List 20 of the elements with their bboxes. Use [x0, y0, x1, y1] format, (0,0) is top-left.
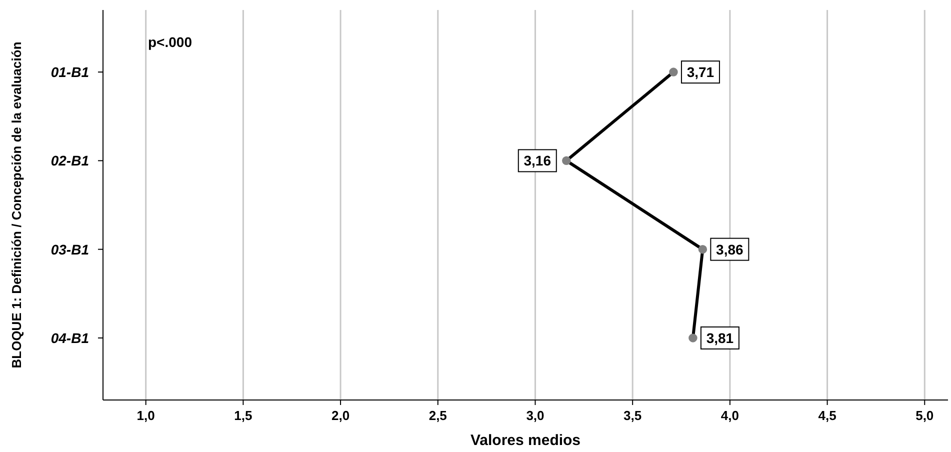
x-tick-label: 5,0	[916, 408, 934, 423]
y-tick-label: 01-B1	[50, 64, 90, 80]
x-tick-label: 3,0	[526, 408, 544, 423]
y-axis-title: BLOQUE 1: Definición / Concepción de la evaluación	[9, 42, 24, 368]
x-tick-label: 2,0	[331, 408, 350, 423]
data-label: 3,81	[706, 330, 734, 346]
x-tick-label: 1,0	[136, 408, 155, 423]
data-label: 3,16	[524, 152, 552, 169]
y-tick-label: 04-B1	[50, 330, 90, 346]
y-tick-label: 03-B1	[50, 241, 90, 258]
annotation: p<.000	[148, 34, 192, 50]
x-tick-label: 1,5	[234, 408, 252, 423]
x-tick-label: 3,5	[624, 408, 642, 423]
y-tick-label: 02-B1	[50, 152, 90, 169]
data-label: 3,86	[716, 241, 744, 258]
data-label: 3,71	[686, 64, 714, 80]
x-tick-label: 2,5	[428, 408, 447, 423]
x-tick-label: 4,0	[720, 408, 739, 423]
x-tick-label: 4,5	[818, 408, 836, 423]
x-axis-title: Valores medios	[470, 432, 581, 449]
